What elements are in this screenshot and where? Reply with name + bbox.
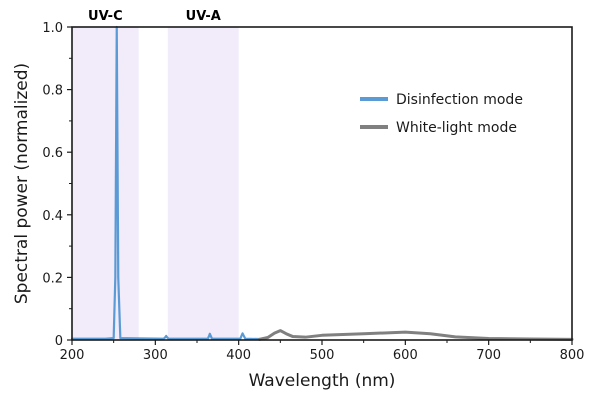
series-line-disinfection-mode xyxy=(70,25,265,341)
legend-label: White-light mode xyxy=(396,120,517,136)
x-axis-title: Wavelength (nm) xyxy=(249,371,396,391)
x-tick-label: 500 xyxy=(310,348,335,363)
axis-ticks: 200 300 400 500 600 700 800 0 0.2 0.4 0.6 0.8 1.0 xyxy=(42,21,584,363)
series-line-white-light-mode xyxy=(258,329,574,341)
band-uv-c xyxy=(72,27,139,340)
y-tick-label: 0.6 xyxy=(42,146,63,161)
y-tick-label: 0.2 xyxy=(42,271,63,286)
x-tick-label: 300 xyxy=(143,348,168,363)
plot-frame xyxy=(71,26,573,341)
y-tick-label: 1.0 xyxy=(42,21,63,36)
band-uv-a xyxy=(167,27,239,340)
y-tick-label: 0.8 xyxy=(42,84,63,99)
y-axis-title: Spectral power (normalized) xyxy=(12,63,32,304)
legend: Disinfection mode White-light mode xyxy=(360,92,523,136)
x-tick-label: 400 xyxy=(226,348,251,363)
x-tick-label: 200 xyxy=(60,348,85,363)
x-tick-label: 700 xyxy=(476,348,501,363)
y-tick-label: 0.4 xyxy=(42,209,63,224)
band-label: UV-A xyxy=(186,9,221,24)
legend-label: Disinfection mode xyxy=(396,92,523,108)
x-tick-label: 600 xyxy=(393,348,418,363)
series-lines xyxy=(70,25,574,341)
y-tick-label: 0 xyxy=(55,334,63,349)
wavelength-bands: UV-C UV-A xyxy=(72,9,239,340)
band-label: UV-C xyxy=(88,9,123,24)
x-tick-label: 800 xyxy=(560,348,585,363)
